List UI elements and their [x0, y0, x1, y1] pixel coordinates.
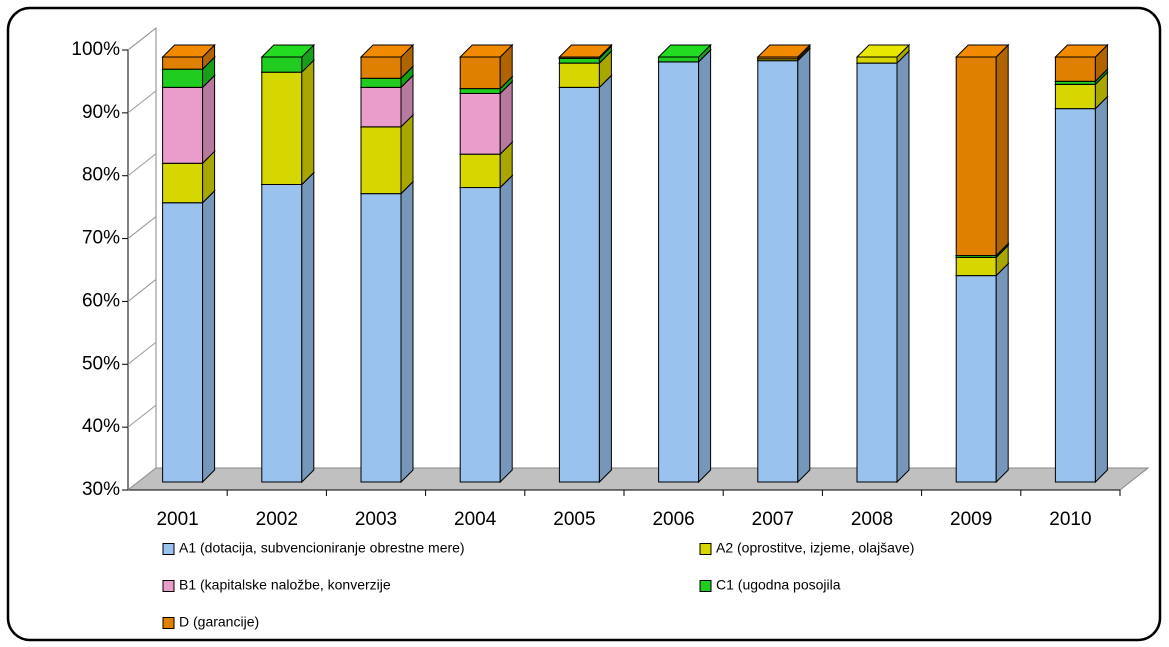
bar-segment	[658, 61, 700, 483]
x-tick-label: 2009	[950, 509, 992, 530]
bar-segment	[1054, 56, 1096, 82]
bar-segment	[856, 62, 898, 483]
bar-segment	[360, 86, 402, 128]
bar-segment	[162, 202, 204, 483]
legend-label: C1 (ugodna posojila	[716, 577, 841, 593]
bar-segment	[162, 162, 204, 204]
bar-segment	[1054, 108, 1096, 483]
legend-swatch	[162, 543, 175, 555]
bar-segment	[955, 275, 997, 483]
bar-segment	[162, 86, 204, 164]
bar-side	[797, 47, 811, 484]
bar-top	[1054, 44, 1109, 58]
bar-side	[202, 74, 216, 165]
bar-side	[202, 189, 216, 484]
y-tick-label: 60%	[82, 290, 120, 311]
bar-top	[260, 44, 316, 58]
y-tick-label: 80%	[82, 165, 120, 186]
legend-swatch	[162, 580, 175, 592]
bar-segment	[558, 62, 600, 88]
bar-segment	[162, 68, 204, 88]
bar-segment	[757, 60, 799, 483]
bar-segment	[459, 187, 501, 483]
x-tick-label: 2005	[553, 509, 595, 530]
bar-segment	[261, 184, 303, 483]
legend-label: A1 (dotacija, subvencioniranje obrestne …	[179, 540, 465, 556]
grid-line	[127, 216, 157, 239]
bar-top	[558, 44, 613, 58]
bar-top	[954, 44, 1010, 58]
x-tick-label: 2002	[256, 509, 298, 530]
y-tick-label: 40%	[82, 416, 120, 437]
bar-segment	[261, 56, 303, 73]
grid-line	[127, 404, 157, 428]
bar-segment	[459, 153, 501, 189]
bar-top	[855, 44, 911, 58]
bar-segment	[360, 193, 402, 483]
bar-top	[657, 44, 712, 58]
bar-segment	[360, 77, 402, 88]
bar-side	[499, 80, 513, 156]
bar-side	[698, 48, 712, 484]
bar-segment	[856, 56, 898, 64]
grid-line	[127, 467, 157, 491]
legend-label: A2 (oprostitve, izjeme, olajšave)	[716, 540, 914, 556]
bar-segment	[955, 256, 997, 277]
bar-segment	[162, 56, 204, 70]
legend-swatch	[699, 580, 712, 592]
bar-side	[400, 180, 414, 484]
bar-side	[1094, 95, 1108, 484]
y-tick-label: 50%	[82, 353, 120, 374]
legend-swatch	[699, 543, 712, 555]
grid-line	[127, 27, 157, 51]
back-wall	[127, 26, 157, 492]
legend-label: D (garancije)	[179, 614, 259, 630]
bar-segment	[360, 126, 402, 195]
x-tick-label: 2004	[454, 509, 497, 530]
bar-segment	[459, 88, 501, 94]
bar-top	[756, 44, 812, 58]
bar-side	[499, 174, 513, 484]
bar-side	[995, 43, 1009, 257]
bar-segment	[360, 56, 402, 79]
x-tick-label: 2010	[1049, 509, 1091, 530]
bar-top	[458, 44, 514, 58]
y-tick-label: 90%	[82, 102, 120, 123]
bar-side	[301, 58, 315, 186]
bar-segment	[261, 71, 303, 185]
bar-segment	[658, 56, 700, 63]
legend-swatch	[162, 617, 175, 629]
bar-top	[359, 44, 415, 58]
bar-segment	[1054, 83, 1096, 110]
x-tick-label: 2001	[156, 509, 198, 530]
x-tick-label: 2006	[652, 509, 694, 530]
bar-side	[400, 113, 414, 195]
bar-top	[161, 44, 216, 58]
legend-label: B1 (kapitalske naložbe, konverzije	[179, 577, 391, 593]
grid-line	[127, 153, 157, 177]
grid-line	[127, 279, 157, 302]
bar-segment	[459, 92, 501, 155]
bar-segment	[558, 57, 600, 64]
bar-segment	[558, 86, 600, 483]
grid-line	[127, 90, 157, 114]
bar-side	[301, 171, 315, 484]
y-tick-label: 30%	[82, 479, 120, 500]
bar-segment	[459, 56, 501, 90]
bar-side	[995, 262, 1009, 484]
x-tick-label: 2003	[355, 509, 397, 530]
grid-line	[127, 341, 157, 365]
x-tick-label: 2008	[851, 509, 893, 530]
y-tick-label: 70%	[82, 228, 120, 249]
bar-segment	[955, 56, 997, 257]
x-tick-label: 2007	[752, 509, 794, 530]
bar-side	[896, 49, 910, 484]
bar-side	[598, 74, 612, 484]
y-tick-label: 100%	[71, 39, 120, 60]
